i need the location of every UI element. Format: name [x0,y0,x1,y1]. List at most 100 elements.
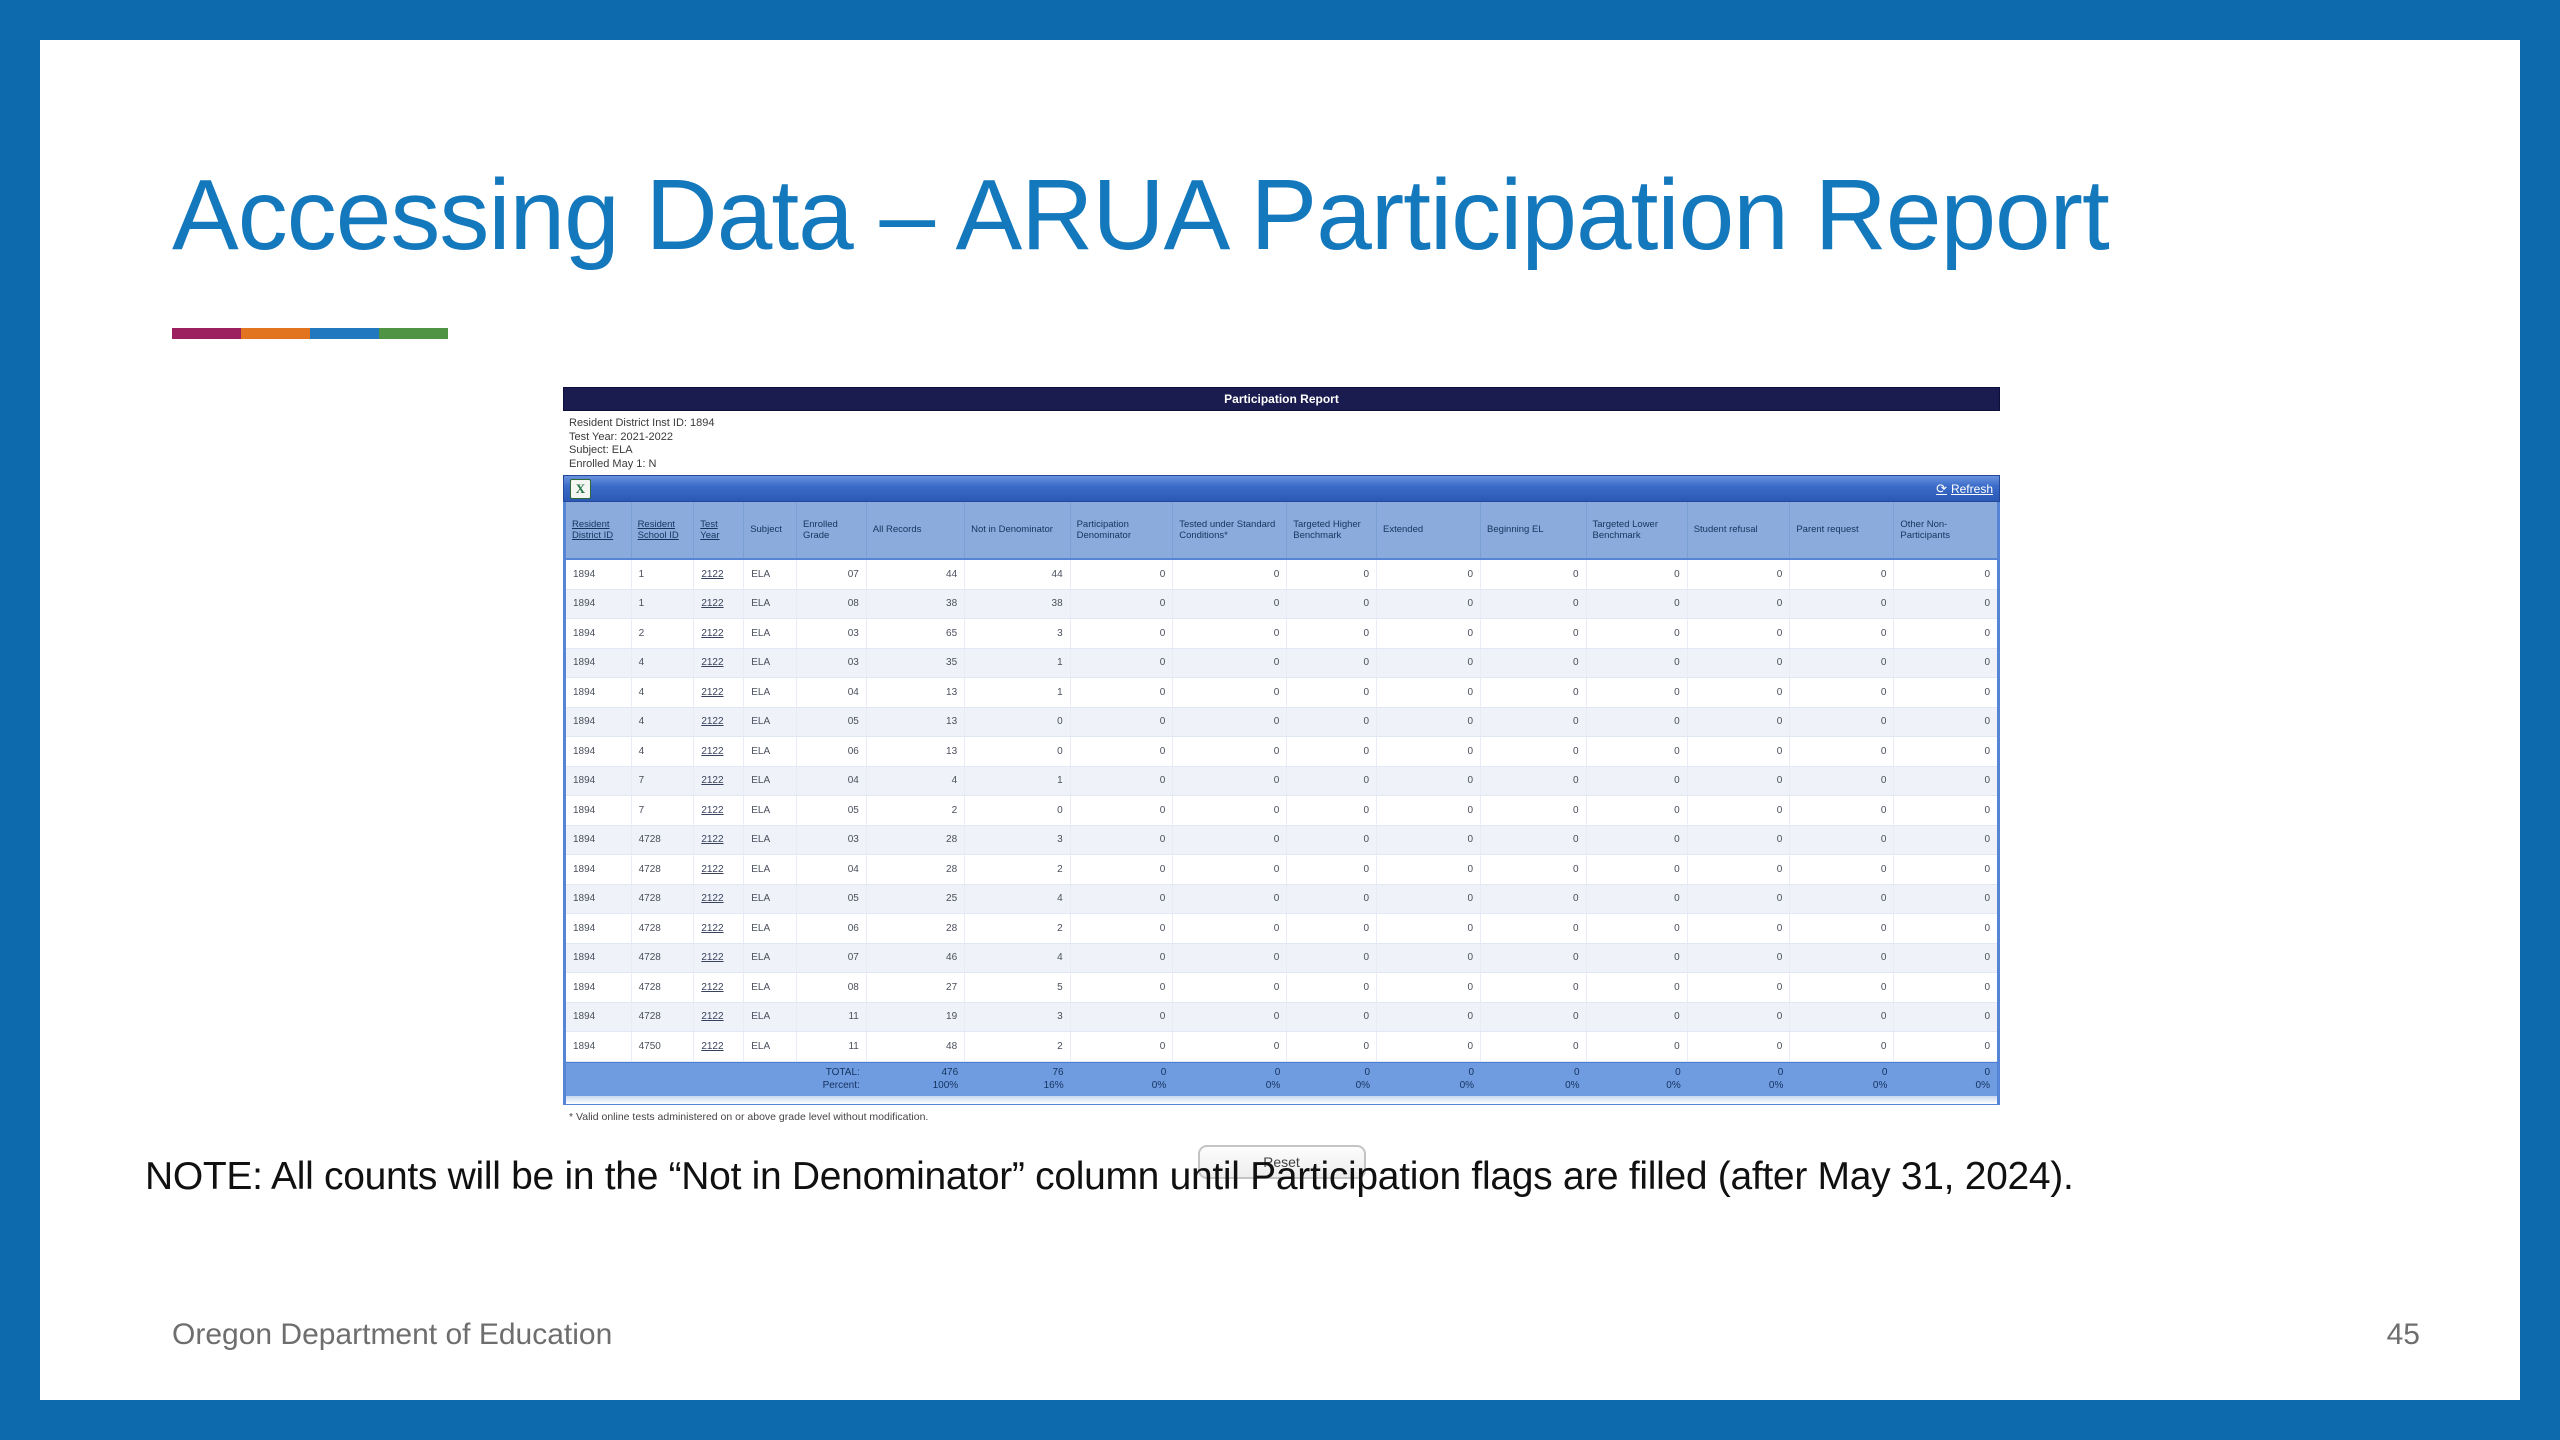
table-cell: 0 [1984,657,1990,669]
table-cell: 28 [867,914,966,943]
table-cell: 06 [797,737,867,766]
column-header-test-year[interactable]: Test Year [694,502,745,558]
table-cell: 0 [1287,943,1378,972]
test-year-link[interactable]: 2122 [701,834,724,846]
table-cell: 06 [797,914,867,943]
total-row-cell: 76 16% [965,1066,1070,1092]
table-cell: ELA [744,766,797,795]
test-year-link[interactable]: 2122 [701,686,724,698]
table-cell[interactable]: 2122 [694,678,745,707]
table-cell: 0 [965,707,1071,736]
total-row-labels: TOTAL: Percent: [797,1066,867,1092]
table-cell[interactable]: 2122 [694,560,745,589]
test-year-link[interactable]: 2122 [701,775,724,787]
test-year-link[interactable]: 2122 [701,893,724,905]
refresh-button[interactable]: ⟳ Refresh [1936,481,1993,497]
table-cell: 0 [1287,560,1378,589]
table-cell: 13 [867,707,966,736]
table-cell: 0 [1688,1002,1791,1031]
test-year-link[interactable]: 2122 [701,1040,724,1052]
table-cell[interactable]: 2122 [694,855,745,884]
column-header-resident-school-id[interactable]: Resident School ID [632,502,695,558]
test-year-link[interactable]: 2122 [701,598,724,610]
table-cell: 1894 [566,619,632,648]
column-header-label: All Records [872,524,922,536]
total-row-cell: 0 0% [1688,1066,1791,1092]
table-cell[interactable]: 2122 [694,943,745,972]
table-cell: 4 [632,678,695,707]
table-cell[interactable]: 2122 [694,648,745,677]
reset-button[interactable]: Reset [1197,1144,1366,1179]
total-count: 0 [1881,1066,1888,1078]
table-cell: ELA [744,914,797,943]
total-percent: 0% [1768,1079,1784,1091]
test-year-link[interactable]: 2122 [701,981,724,993]
table-cell: 1 [965,678,1071,707]
table-cell: 44 [965,560,1071,589]
column-header-label: Targeted Higher Benchmark [1293,518,1361,542]
table-cell: 0 [1984,1040,1990,1052]
table-cell[interactable]: 2122 [694,1002,745,1031]
test-year-link[interactable]: 2122 [701,863,724,875]
table-row: 1894 4 2122 ELA 06 13 0 0 0 0 0 0 0 0 0 0 [566,737,1997,767]
total-count: TOTAL: [825,1066,860,1078]
table-cell: 0 [1790,619,1895,648]
column-header-resident-district-id[interactable]: Resident District ID [566,502,632,558]
total-row-cell: 0 0% [1894,1066,1997,1092]
table-cell[interactable]: 2122 [694,737,745,766]
table-cell: 3 [965,619,1071,648]
test-year-link[interactable]: 2122 [701,745,724,757]
table-cell: 0 [1587,825,1688,854]
report-table-body: 1894 1 2122 ELA 07 44 44 0 0 0 0 0 0 0 0 0 1894 1 2122 ELA 0… [566,560,1997,1062]
table-cell: 0 [1587,678,1688,707]
table-cell: 0 [1790,766,1895,795]
table-cell[interactable]: 2122 [694,825,745,854]
table-cell[interactable]: 2122 [694,619,745,648]
table-cell: 0 [1071,914,1174,943]
table-cell: 0 [1071,707,1174,736]
table-cell: 0 [1688,766,1791,795]
table-cell: 4 [965,884,1071,913]
column-header-targeted-lower-benchmark: Targeted Lower Benchmark [1587,502,1688,558]
table-cell[interactable]: 2122 [694,589,745,618]
table-cell: 0 [1071,678,1174,707]
total-count: 0 [1984,1066,1990,1078]
table-cell[interactable]: 2122 [694,796,745,825]
table-cell: 0 [1287,1032,1378,1061]
test-year-link[interactable]: 2122 [701,657,724,669]
table-cell: 0 [1173,855,1288,884]
table-cell: 1894 [566,737,632,766]
table-cell[interactable]: 2122 [694,707,745,736]
table-cell: 25 [867,884,966,913]
table-cell[interactable]: 2122 [694,766,745,795]
table-cell: 46 [867,943,966,972]
total-row-cell: 0 0% [1790,1066,1894,1092]
table-cell: 4 [867,766,966,795]
table-cell[interactable]: 2122 [694,914,745,943]
table-cell: 0 [1790,973,1895,1002]
table-cell: 08 [797,589,867,618]
table-cell: 1894 [566,1002,632,1031]
table-cell: 0 [1071,825,1174,854]
column-header-label: Subject [750,524,782,536]
table-cell[interactable]: 2122 [694,1032,745,1061]
table-cell: 0 [1481,1032,1587,1061]
table-row: 1894 4728 2122 ELA 06 28 2 0 0 0 0 0 0 0 0 0 [566,914,1997,944]
test-year-link[interactable]: 2122 [701,716,724,728]
table-cell[interactable]: 2122 [694,884,745,913]
table-cell: 0 [1071,796,1174,825]
test-year-link[interactable]: 2122 [701,1011,724,1023]
table-cell: 0 [1173,619,1288,648]
column-header-label: Participation Denominator [1076,518,1131,542]
test-year-link[interactable]: 2122 [701,568,724,580]
test-year-link[interactable]: 2122 [701,804,724,816]
table-cell: 1894 [566,884,632,913]
table-cell[interactable]: 2122 [694,973,745,1002]
excel-export-icon[interactable]: X [570,478,591,499]
test-year-link[interactable]: 2122 [701,922,724,934]
test-year-link[interactable]: 2122 [701,627,724,639]
table-cell: 0 [1790,914,1895,943]
report-toolbar: X ⟳ Refresh [563,475,2000,502]
test-year-link[interactable]: 2122 [701,952,724,964]
